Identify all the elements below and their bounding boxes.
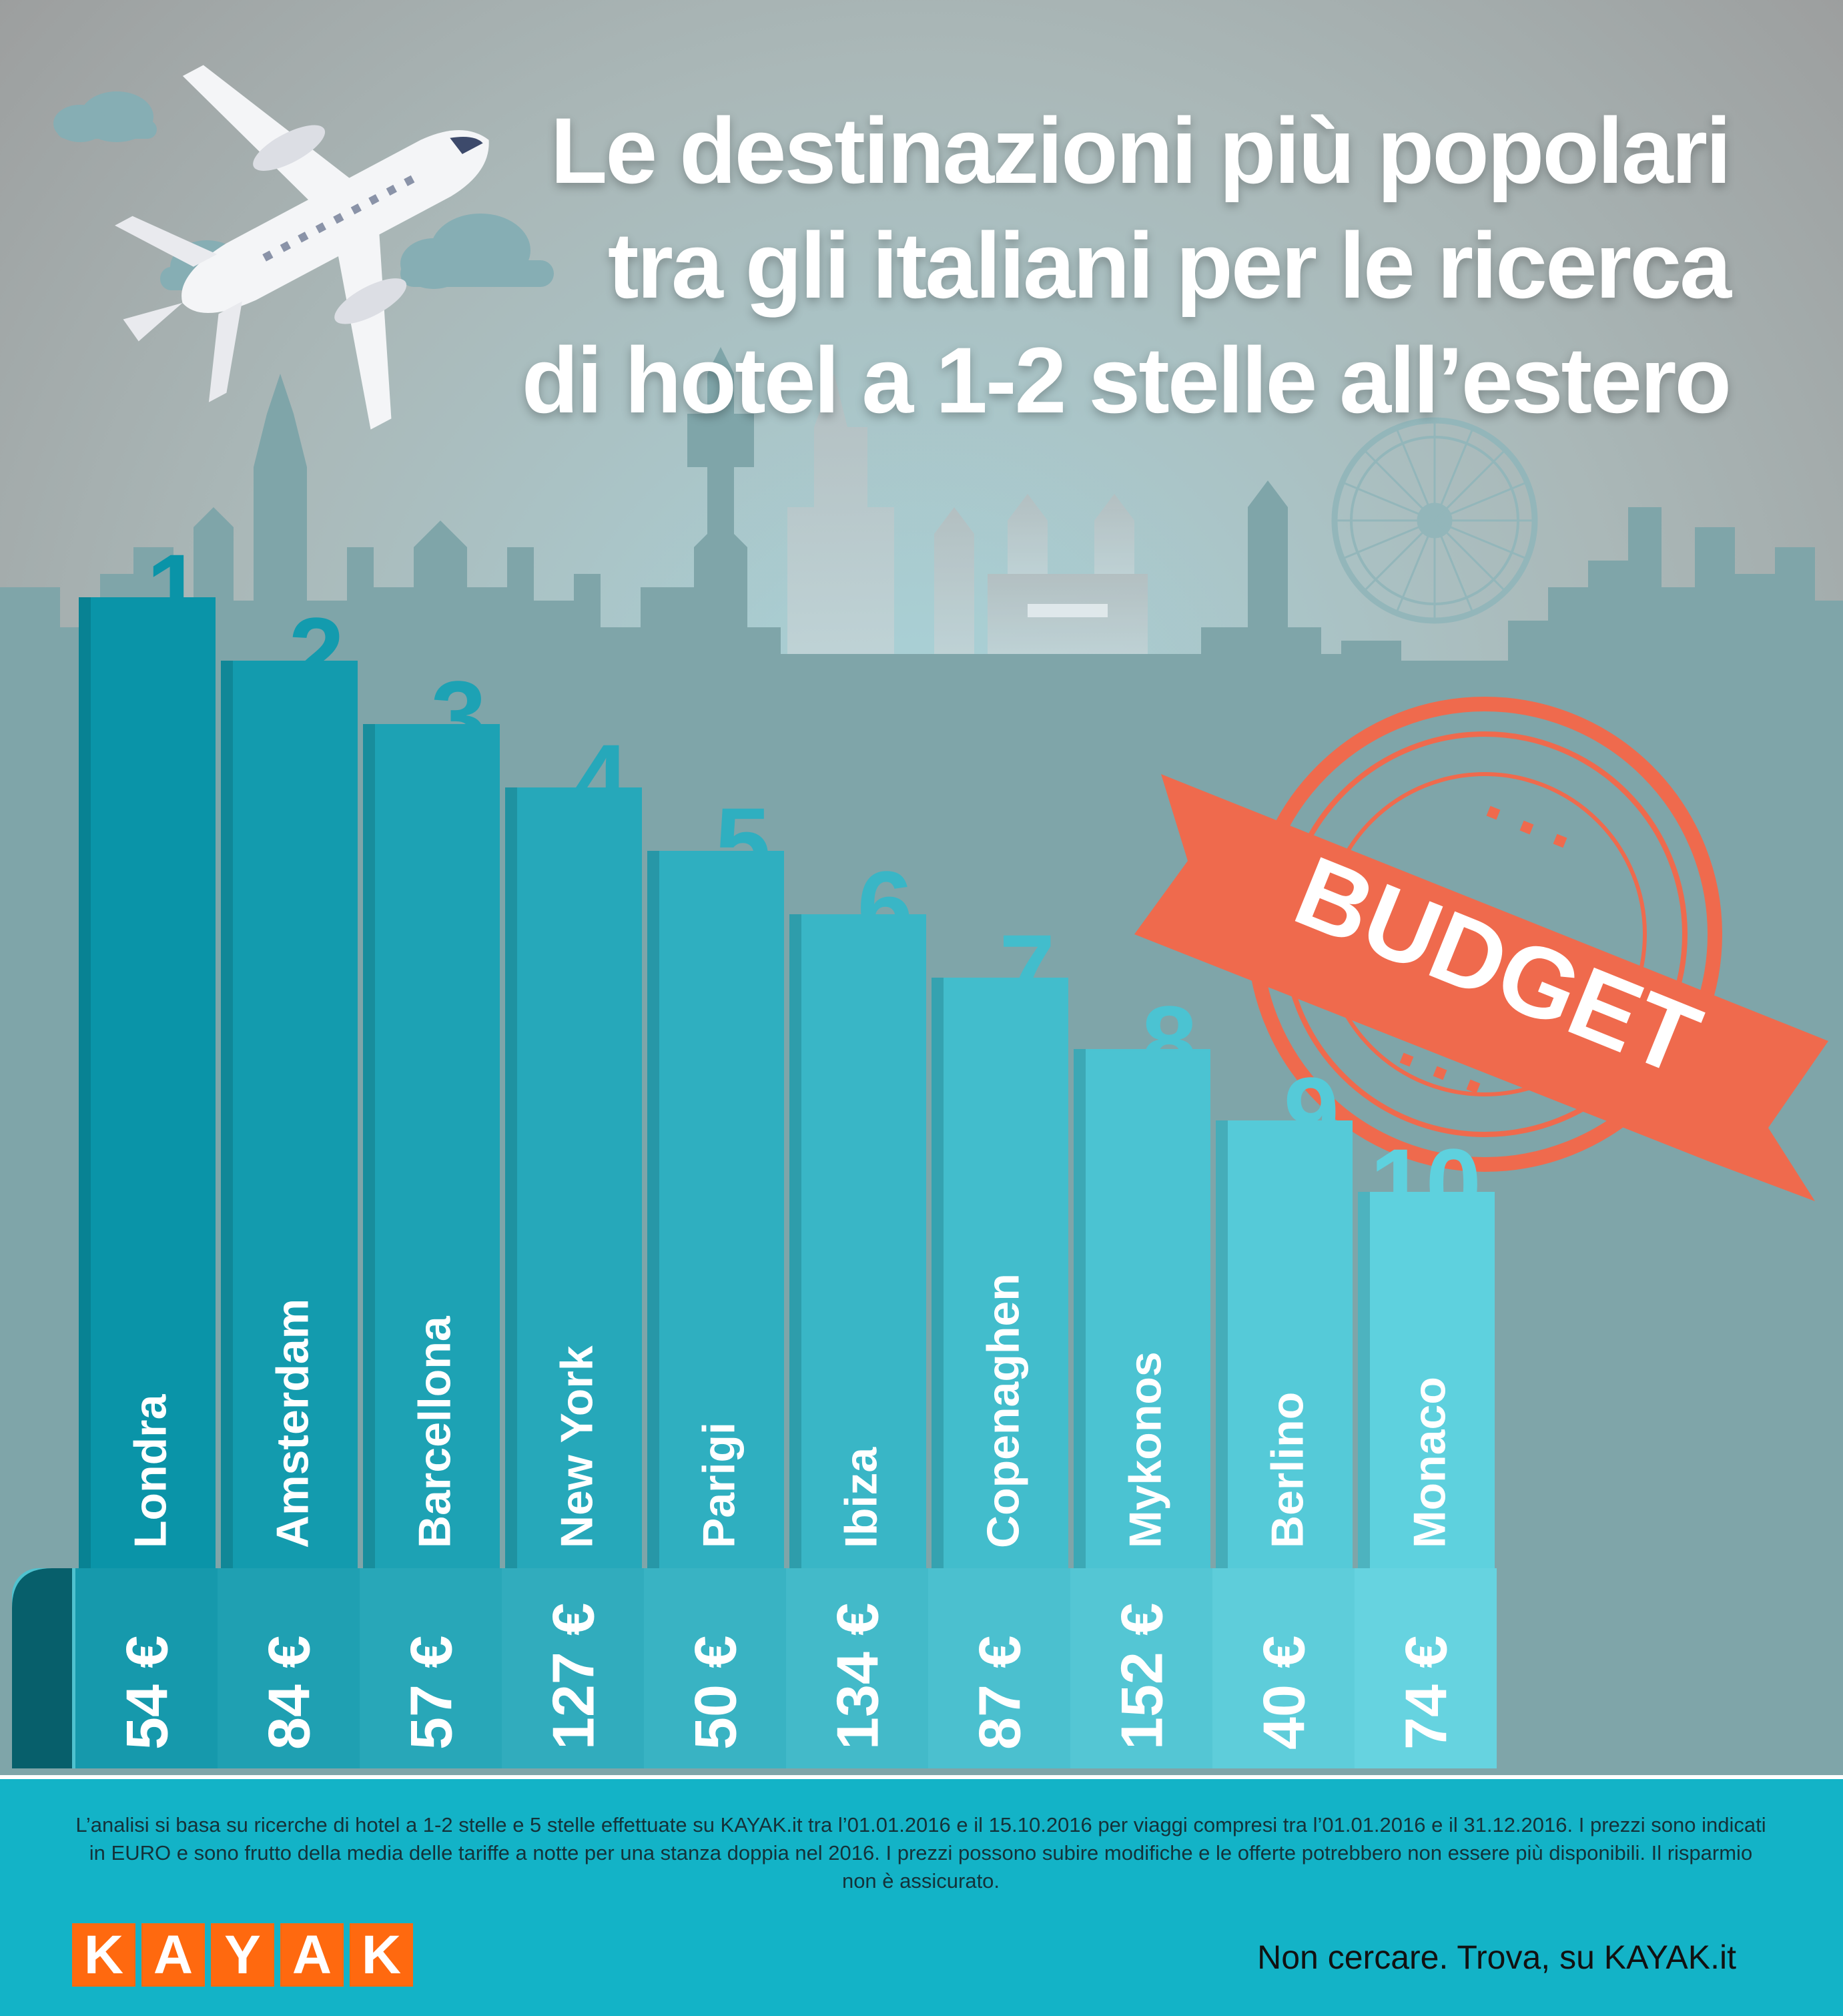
title-line: di hotel a 1-2 stelle all’estero — [521, 328, 1732, 432]
methodology-note: L’analisi si basa su ricerche di hotel a… — [75, 1813, 1766, 1893]
price-cell — [502, 1568, 644, 1768]
infographic-title: Le destinazioni più popolari tra gli ita… — [328, 93, 1732, 438]
eye-spoke — [1363, 519, 1436, 593]
eye-spoke — [1341, 481, 1435, 522]
bar-edge — [363, 724, 375, 1568]
bar-edge — [505, 787, 517, 1568]
kayak-logo[interactable]: K A Y A K — [72, 1923, 413, 1987]
price-cell — [218, 1568, 360, 1768]
city-label: Berlino — [1262, 1392, 1313, 1548]
bar-edge — [221, 661, 233, 1568]
eye-spoke — [1433, 448, 1507, 522]
eye-spoke — [1433, 427, 1474, 521]
logo-letter: Y — [211, 1923, 274, 1987]
london-eye-spokes — [1335, 420, 1535, 621]
far-skyline — [787, 374, 1201, 681]
bar-edge — [932, 978, 944, 1568]
bar — [505, 787, 642, 1568]
bar-edge — [1074, 1049, 1086, 1568]
cloud-icon — [53, 91, 157, 142]
logo-letter: K — [72, 1923, 135, 1987]
ribbon-curl — [12, 1568, 72, 1768]
tagline: Non cercare. Trova, su KAYAK.it — [1257, 1939, 1736, 1976]
city-label: Parigi — [694, 1422, 745, 1548]
price-label: 152 € — [1109, 1603, 1175, 1750]
price-label: 50 € — [683, 1636, 749, 1750]
price-cell — [928, 1568, 1070, 1768]
eye-spoke — [1341, 519, 1435, 560]
bar — [363, 724, 500, 1568]
price-label: 87 € — [967, 1636, 1033, 1750]
price-cell — [75, 1568, 218, 1768]
eye-spoke — [1363, 448, 1436, 522]
logo-letter: K — [350, 1923, 413, 1987]
price-label: 54 € — [114, 1636, 180, 1750]
bar — [647, 851, 784, 1568]
title-line: Le destinazioni più popolari — [550, 98, 1732, 203]
price-cell — [1212, 1568, 1355, 1768]
price-cell — [1070, 1568, 1212, 1768]
price-label: 57 € — [398, 1636, 464, 1750]
bar — [932, 978, 1068, 1568]
bar — [1074, 1049, 1210, 1568]
eye-spoke — [1395, 427, 1436, 521]
eye-spoke — [1434, 519, 1528, 560]
cloud-icon — [400, 214, 554, 289]
eye-spoke — [1433, 520, 1474, 614]
bar — [1358, 1192, 1495, 1568]
eye-spoke — [1434, 481, 1528, 522]
price-cell — [644, 1568, 786, 1768]
city-label: Mykonos — [1120, 1351, 1171, 1548]
bar-edge — [79, 597, 91, 1568]
price-cell — [360, 1568, 502, 1768]
eye-spoke — [1395, 520, 1436, 614]
bar-edge — [789, 914, 801, 1568]
price-label: 127 € — [540, 1603, 607, 1750]
title-line: tra gli italiani per le ricerca — [607, 213, 1732, 318]
bar-edge — [1358, 1192, 1370, 1568]
price-cell — [1355, 1568, 1497, 1768]
city-label: Barcellona — [410, 1315, 460, 1548]
city-label: Copenaghen — [978, 1273, 1029, 1548]
price-cell — [786, 1568, 928, 1768]
eye-spoke — [1433, 519, 1507, 593]
city-label: Monaco — [1405, 1377, 1455, 1548]
price-label: 40 € — [1251, 1636, 1317, 1750]
bar-edge — [1216, 1120, 1228, 1568]
airplane-icon — [115, 65, 489, 430]
bar — [79, 597, 216, 1568]
bar — [221, 661, 358, 1568]
city-label: Amsterdam — [268, 1299, 318, 1548]
city-label: New York — [552, 1345, 603, 1548]
price-label: 84 € — [256, 1636, 322, 1750]
bar — [1216, 1120, 1353, 1568]
bar — [789, 914, 926, 1568]
price-label: 74 € — [1393, 1636, 1459, 1750]
logo-letter: A — [141, 1923, 205, 1987]
city-label: Ibiza — [836, 1447, 887, 1548]
price-label: 134 € — [825, 1603, 891, 1750]
footer-band: L’analisi si basa su ricerche di hotel a… — [0, 1775, 1843, 2016]
city-label: Londra — [125, 1393, 176, 1548]
stamp-ribbon — [1134, 774, 1828, 1201]
bar-edge — [647, 851, 659, 1568]
logo-letter: A — [280, 1923, 344, 1987]
